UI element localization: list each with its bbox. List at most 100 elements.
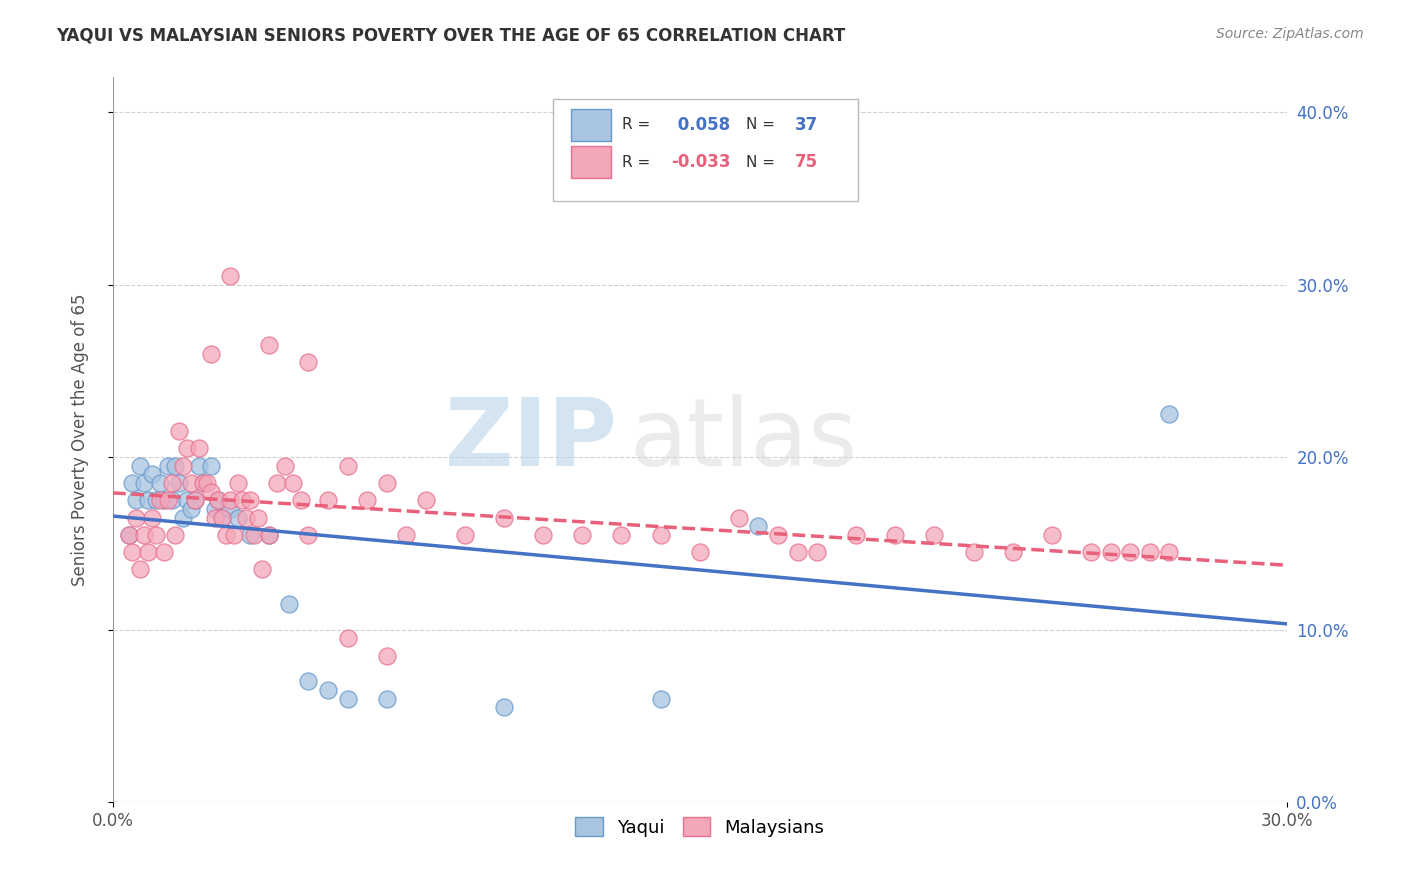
Point (494, 700, 516, 714)
Point (136, 545, 159, 559)
Point (316, 493, 339, 508)
Point (297, 355, 319, 369)
Point (375, 648, 398, 663)
Text: Source: ZipAtlas.com: Source: ZipAtlas.com (1216, 27, 1364, 41)
Point (176, 442, 198, 456)
Point (1099, 545, 1122, 559)
Text: R =: R = (623, 154, 655, 169)
Point (610, 528, 633, 542)
Point (219, 268, 242, 283)
Point (259, 338, 281, 352)
Point (145, 493, 167, 508)
Point (650, 691, 672, 706)
Y-axis label: Seniors Poverty Over the Age of 65: Seniors Poverty Over the Age of 65 (72, 293, 89, 586)
Text: -0.033: -0.033 (672, 153, 731, 171)
Point (766, 528, 789, 542)
Point (207, 493, 229, 508)
Point (215, 528, 238, 542)
Point (316, 683, 339, 698)
Point (129, 562, 152, 576)
Point (180, 475, 202, 490)
Point (184, 493, 207, 508)
Point (156, 458, 179, 473)
Legend: Yaqui, Malaysians: Yaqui, Malaysians (568, 810, 831, 844)
Point (231, 493, 253, 508)
Point (297, 674, 319, 689)
Point (884, 528, 907, 542)
Point (395, 528, 418, 542)
Point (250, 562, 273, 576)
Point (121, 475, 143, 490)
Point (152, 493, 174, 508)
Point (149, 493, 172, 508)
Point (219, 493, 242, 508)
Point (145, 528, 167, 542)
Point (134, 528, 156, 542)
Point (149, 475, 172, 490)
Point (165, 458, 187, 473)
Text: N =: N = (745, 154, 779, 169)
Text: atlas: atlas (630, 394, 858, 486)
Point (246, 510, 269, 524)
Point (531, 528, 554, 542)
FancyBboxPatch shape (553, 99, 858, 201)
Point (160, 493, 183, 508)
Point (290, 493, 312, 508)
FancyBboxPatch shape (571, 146, 610, 178)
Point (204, 501, 226, 516)
Point (454, 528, 477, 542)
Point (375, 475, 398, 490)
Point (747, 519, 769, 533)
Point (191, 475, 214, 490)
Point (494, 510, 516, 524)
Point (1001, 545, 1024, 559)
Point (650, 528, 672, 542)
Point (200, 346, 222, 360)
Point (187, 458, 209, 473)
Point (375, 691, 398, 706)
Point (1040, 528, 1063, 542)
Text: N =: N = (745, 117, 779, 132)
Point (336, 458, 359, 473)
Point (172, 510, 194, 524)
FancyBboxPatch shape (571, 109, 610, 141)
Point (219, 501, 242, 516)
Point (184, 493, 207, 508)
Point (187, 442, 209, 456)
Point (962, 545, 984, 559)
Point (200, 458, 222, 473)
Point (125, 493, 148, 508)
Text: 37: 37 (794, 116, 818, 134)
Point (117, 528, 139, 542)
Text: 0.058: 0.058 (672, 116, 730, 134)
Point (1119, 545, 1142, 559)
Point (336, 691, 359, 706)
Point (845, 528, 868, 542)
Point (141, 510, 163, 524)
Text: YAQUI VS MALAYSIAN SENIORS POVERTY OVER THE AGE OF 65 CORRELATION CHART: YAQUI VS MALAYSIAN SENIORS POVERTY OVER … (56, 27, 845, 45)
Point (924, 528, 946, 542)
Point (200, 484, 222, 499)
Point (1159, 407, 1181, 421)
Point (129, 458, 152, 473)
Point (415, 493, 437, 508)
Point (204, 510, 226, 524)
Point (226, 510, 249, 524)
Point (689, 545, 711, 559)
Point (235, 510, 257, 524)
Point (172, 458, 194, 473)
Point (169, 475, 191, 490)
Point (281, 475, 304, 490)
Point (125, 510, 148, 524)
Point (297, 528, 319, 542)
Point (224, 528, 246, 542)
Point (191, 475, 214, 490)
Point (134, 475, 156, 490)
Text: R =: R = (623, 117, 655, 132)
Point (152, 545, 174, 559)
Point (195, 475, 218, 490)
Point (266, 475, 288, 490)
Point (1080, 545, 1102, 559)
Point (239, 528, 262, 542)
Point (786, 545, 808, 559)
